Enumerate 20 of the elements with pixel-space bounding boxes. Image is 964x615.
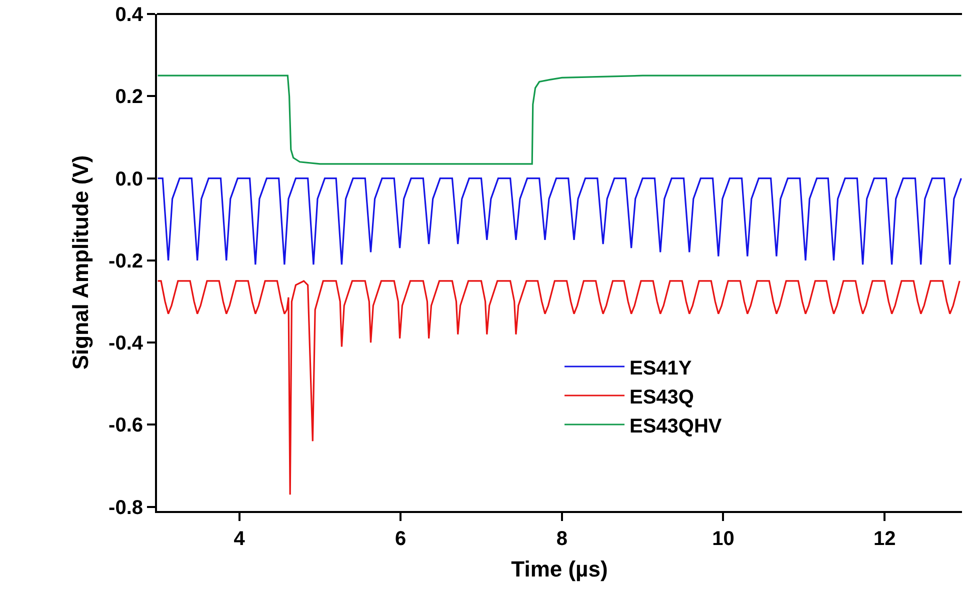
- y-axis-title: Signal Amplitude (V): [68, 155, 93, 370]
- y-tick-label: -0.8: [108, 496, 143, 519]
- legend-label: ES41Y: [630, 357, 692, 380]
- line-series: [157, 178, 962, 266]
- y-tick-label: -0.6: [108, 414, 143, 437]
- x-tick-label: 10: [712, 528, 734, 550]
- x-axis-title: Time (µs): [511, 556, 608, 582]
- y-tick-label: 0.2: [115, 86, 143, 108]
- x-tick-label: 12: [873, 528, 896, 550]
- y-tick-label: 0.0: [115, 168, 143, 190]
- x-tick-label: 8: [556, 528, 568, 550]
- x-tick-label: 4: [234, 528, 246, 550]
- legend-label: ES43QHV: [630, 415, 722, 438]
- legend-label: ES43Q: [630, 386, 694, 408]
- x-tick-label: 6: [395, 528, 406, 550]
- y-tick-label: 0.4: [115, 4, 144, 26]
- line-series: [157, 280, 960, 496]
- line-series: [157, 74, 962, 165]
- y-tick-label: -0.4: [108, 332, 144, 355]
- y-tick-label: -0.2: [108, 250, 143, 272]
